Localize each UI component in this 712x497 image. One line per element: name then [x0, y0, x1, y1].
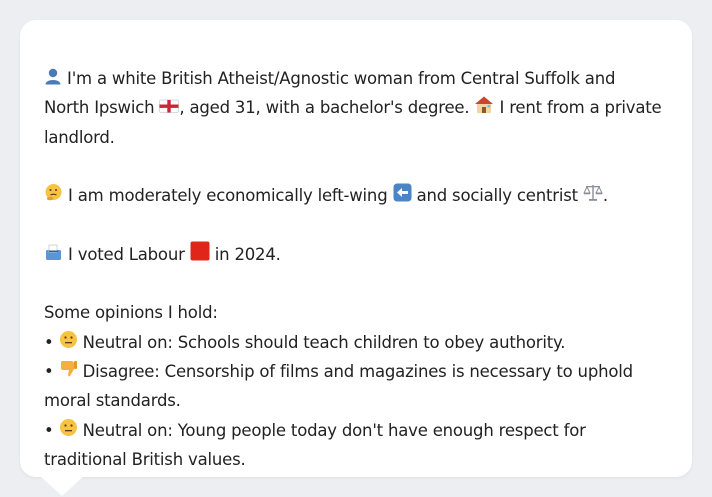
- bio-text-1: I'm a white British Atheist/Agnostic wom…: [67, 69, 616, 88]
- bio-line-3: landlord.: [44, 127, 115, 147]
- opinion-item: • Neutral on: Young people today don't h…: [44, 416, 668, 445]
- opinion-text-continued: moral standards.: [44, 391, 181, 411]
- bio-text-2a: North Ipswich: [44, 98, 155, 118]
- vote-text-b: in 2024.: [214, 244, 281, 264]
- neutral-face-icon: [59, 330, 78, 352]
- house-icon: [474, 95, 494, 117]
- neutral-face-icon: [59, 418, 78, 440]
- politics-text-a: I am moderately economically left-wing: [68, 186, 388, 206]
- opinion-text-continued: traditional British values.: [44, 449, 246, 469]
- opinion-text: Neutral on: Young people today don't hav…: [82, 420, 586, 440]
- left-arrow-icon: [393, 183, 412, 205]
- bio-line-1: I'm a white British Atheist/Agnostic wom…: [44, 64, 668, 93]
- spacer: [44, 210, 668, 239]
- bullet: •: [44, 332, 54, 352]
- bio-text-2b: , aged 31, with a bachelor's degree.: [179, 98, 470, 118]
- opinion-item: • Disagree: Censorship of films and maga…: [44, 357, 668, 386]
- bio-line-2: North Ipswich , aged 31, with a bachelor…: [44, 93, 668, 122]
- politics-line: I am moderately economically left-wing a…: [44, 181, 668, 210]
- opinion-text: Neutral on: Schools should teach childre…: [82, 332, 566, 352]
- speech-bubble-tail: [40, 476, 84, 496]
- thumbs-down-icon: [59, 359, 78, 381]
- bullet: •: [44, 420, 54, 440]
- ballot-box-icon: [44, 242, 63, 264]
- balance-scale-icon: [583, 183, 603, 205]
- spacer: [44, 152, 668, 181]
- politics-text-c: .: [602, 186, 608, 206]
- spacer: [44, 269, 668, 298]
- bullet: •: [44, 361, 54, 381]
- vote-text-a: I voted Labour: [68, 244, 185, 264]
- bust-in-silhouette-icon: [44, 67, 62, 88]
- vote-line: I voted Labour in 2024.: [44, 240, 668, 269]
- persona-text: I'm a white British Atheist/Agnostic wom…: [44, 64, 668, 474]
- bio-text-2c: I rent from a private: [499, 98, 662, 118]
- england-flag-icon: [159, 98, 180, 117]
- opinion-item: • Neutral on: Schools should teach child…: [44, 328, 668, 357]
- thinking-face-icon: [44, 183, 63, 205]
- red-square-icon: [190, 241, 210, 264]
- opinion-text: Disagree: Censorship of films and magazi…: [82, 361, 633, 381]
- persona-card: I'm a white British Atheist/Agnostic wom…: [20, 20, 692, 477]
- opinions-heading: Some opinions I hold:: [44, 303, 218, 323]
- politics-text-b: and socially centrist: [416, 186, 579, 206]
